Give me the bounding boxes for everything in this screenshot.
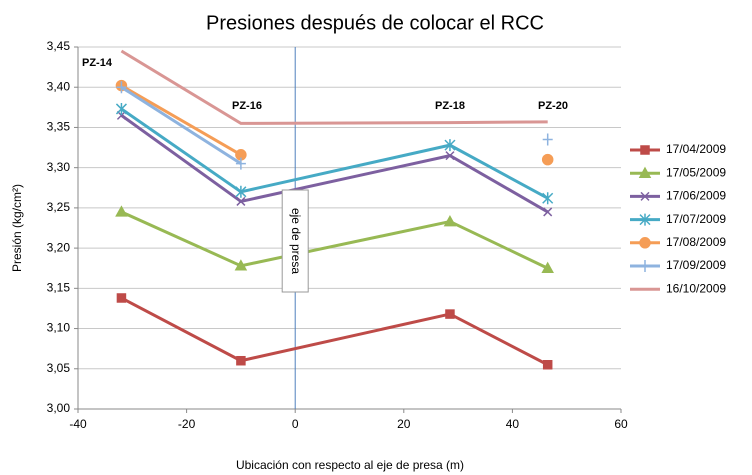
marker: [543, 207, 553, 217]
marker-shape: [236, 196, 246, 206]
x-tick-label: 20: [397, 417, 411, 431]
legend-label: 16/10/2009: [666, 281, 726, 295]
x-tick-label: 0: [292, 417, 299, 431]
x-tick-label: -40: [69, 417, 87, 431]
marker: [541, 153, 554, 166]
marker-shape: [116, 81, 127, 94]
marker: [236, 355, 246, 366]
marker-shape: [116, 110, 126, 120]
marker-shape: [542, 192, 554, 205]
y-tick-label: 3,00: [47, 401, 71, 415]
marker: [116, 81, 127, 94]
series-line: [120, 296, 549, 367]
annotation: eje de presa: [289, 208, 303, 274]
y-tick-label: 3,45: [47, 39, 71, 53]
marker: [116, 110, 126, 120]
legend-label: 17/08/2009: [666, 235, 726, 249]
marker: [236, 196, 246, 206]
legend-label: 17/04/2009: [666, 142, 726, 156]
marker-shape: [639, 213, 651, 226]
marker: [445, 151, 455, 161]
marker-shape: [640, 145, 650, 155]
marker-shape: [236, 355, 246, 366]
marker-shape: [235, 185, 247, 198]
annotation: PZ-14: [82, 57, 113, 69]
chart-title: Presiones después de colocar el RCC: [206, 12, 544, 34]
marker: [541, 261, 554, 273]
marker-shape: [542, 360, 553, 370]
annotation: PZ-18: [435, 100, 465, 112]
marker: [235, 185, 247, 198]
annotation: PZ-16: [232, 100, 262, 112]
marker-shape: [443, 215, 457, 227]
marker: [234, 259, 248, 271]
marker: [639, 213, 651, 226]
marker-shape: [639, 237, 651, 249]
marker-shape: [638, 166, 652, 178]
marker-shape: [640, 260, 650, 272]
legend-label: 17/09/2009: [666, 258, 726, 272]
marker: [444, 139, 456, 152]
marker: [542, 360, 553, 370]
annotation: PZ-20: [538, 100, 568, 112]
marker: [640, 260, 650, 272]
legend-label: 17/07/2009: [666, 212, 726, 226]
x-tick-label: -20: [178, 417, 196, 431]
annotation-box: [281, 189, 309, 293]
marker: [115, 102, 127, 115]
marker-shape: [445, 151, 455, 161]
marker-shape: [542, 133, 553, 146]
y-axis-label: Presión (kg/cm²): [10, 184, 24, 272]
marker-shape: [235, 157, 246, 170]
marker: [640, 145, 650, 155]
y-tick-label: 3,35: [47, 120, 71, 134]
y-tick-label: 3,20: [47, 240, 71, 254]
x-tick-label: 60: [614, 417, 628, 431]
marker: [640, 191, 650, 201]
marker: [542, 133, 553, 146]
marker-shape: [640, 191, 650, 201]
marker-shape: [444, 139, 456, 152]
marker: [542, 192, 554, 205]
marker: [235, 157, 246, 170]
legend-label: 17/06/2009: [666, 189, 726, 203]
y-tick-label: 3,40: [47, 79, 71, 93]
marker-shape: [115, 102, 127, 115]
y-tick-label: 3,25: [47, 200, 71, 214]
marker-shape: [234, 259, 248, 271]
marker-shape: [543, 207, 553, 217]
marker-shape: [541, 153, 554, 166]
series-line: [120, 114, 549, 214]
marker: [443, 215, 457, 227]
series-line: [120, 107, 549, 200]
x-tick-label: 40: [506, 417, 520, 431]
y-tick-label: 3,30: [47, 160, 71, 174]
legend-label: 17/05/2009: [666, 165, 726, 179]
marker: [445, 309, 455, 319]
marker: [638, 166, 652, 178]
marker: [115, 205, 128, 217]
marker: [639, 237, 651, 249]
y-tick-label: 3,15: [47, 281, 71, 295]
series-line: [120, 210, 549, 270]
x-axis-label: Ubicación con respecto al eje de presa (…: [236, 458, 464, 472]
y-tick-label: 3,10: [47, 321, 71, 335]
series-line: [120, 49, 548, 125]
marker-shape: [115, 205, 128, 217]
y-tick-label: 3,05: [47, 361, 71, 375]
marker-shape: [541, 261, 554, 273]
marker-shape: [445, 309, 455, 319]
marker: [116, 293, 127, 303]
marker-shape: [116, 293, 127, 303]
